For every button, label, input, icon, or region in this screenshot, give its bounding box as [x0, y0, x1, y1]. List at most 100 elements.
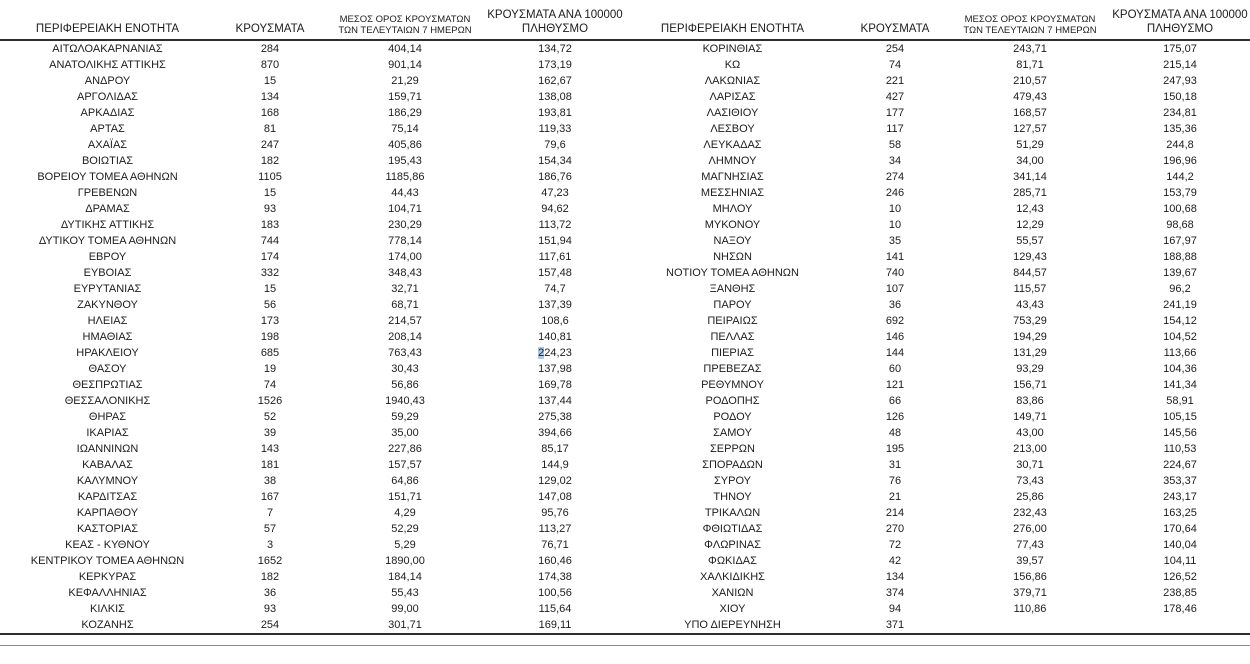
table-row: ΧΑΝΙΩΝ 374 379,71 238,85: [625, 585, 1250, 601]
per100k-value: 175,07: [1163, 43, 1197, 56]
cases-value: 167: [260, 491, 280, 504]
region-name: ΑΡΤΑΣ: [90, 123, 125, 136]
per100k-value: 79,6: [544, 139, 566, 152]
table-row: ΛΕΣΒΟΥ 117 127,57 135,36: [625, 121, 1250, 137]
per100k-value: 247,93: [1163, 75, 1197, 88]
per100k-value: [1110, 617, 1250, 633]
regional-cases-table-right: ΠΕΡΙΦΕΡΕΙΑΚΗ ΕΝΟΤΗΤΑ ΚΡΟΥΣΜΑΤΑ ΜΕΣΟΣ ΟΡΟ…: [625, 9, 1250, 633]
cases-value: 57: [263, 523, 277, 536]
per100k-value: 134,72: [538, 43, 572, 56]
cases-value: 10: [888, 203, 902, 216]
region-name: ΝΗΣΩΝ: [713, 251, 752, 264]
cases-value: 81: [263, 123, 277, 136]
per100k-value: 95,76: [541, 507, 569, 520]
region-name: ΤΡΙΚΑΛΩΝ: [704, 507, 761, 520]
table-row: ΜΗΛΟΥ 10 12,43 100,68: [625, 201, 1250, 217]
avg7-value: 149,71: [1013, 411, 1047, 424]
table-row: ΛΑΚΩΝΙΑΣ 221 210,57 247,93: [625, 73, 1250, 89]
cases-value: 254: [885, 43, 905, 56]
table-row: ΝΟΤΙΟΥ ΤΟΜΕΑ ΑΘΗΝΩΝ 740 844,57 139,67: [625, 265, 1250, 281]
table-row: ΔΡΑΜΑΣ 93 104,71 94,62: [0, 201, 625, 217]
region-name: ΣΑΜΟΥ: [713, 427, 752, 440]
region-name: ΞΑΝΘΗΣ: [709, 283, 756, 296]
cases-value: 177: [885, 107, 905, 120]
region-name: ΠΑΡΟΥ: [713, 299, 752, 312]
cases-value: 48: [888, 427, 902, 440]
avg7-value: 12,43: [1016, 203, 1044, 216]
per100k-value: 193,81: [538, 107, 572, 120]
avg7-value: 151,71: [388, 491, 422, 504]
table-row: ΠΑΡΟΥ 36 43,43 241,19: [625, 297, 1250, 313]
per100k-value: 150,18: [1163, 91, 1197, 104]
region-name: ΚΙΛΚΙΣ: [90, 603, 125, 616]
cases-value: 93: [263, 603, 277, 616]
avg7-value: 210,57: [1013, 75, 1047, 88]
avg7-value: 77,43: [1016, 539, 1044, 552]
avg7-value: 232,43: [1013, 507, 1047, 520]
avg7-value: 194,29: [1013, 331, 1047, 344]
cases-value: 74: [888, 59, 902, 72]
cases-value: 183: [260, 219, 280, 232]
per100k-value: 126,52: [1163, 571, 1197, 584]
cases-value: 74: [263, 379, 277, 392]
per100k-value: 115,64: [538, 603, 572, 616]
region-name: ΚΑΒΑΛΑΣ: [82, 459, 133, 472]
avg7-value: 35,00: [391, 427, 419, 440]
table-row: ΑΧΑΪΑΣ 247 405,86 79,6: [0, 137, 625, 153]
cases-value: 117: [886, 123, 904, 136]
table-row: ΗΡΑΚΛΕΙΟΥ 685 763,43 224,23: [0, 345, 625, 361]
avg7-value: 379,71: [1013, 587, 1047, 600]
table-row: ΛΕΥΚΑΔΑΣ 58 51,29 244,8: [625, 137, 1250, 153]
cases-value: 247: [260, 139, 280, 152]
cases-value: 121: [885, 379, 905, 392]
column-header-per100k-line1: ΚΡΟΥΣΜΑΤΑ ΑΝΑ 100000: [1112, 9, 1248, 21]
table-row: ΑΙΤΩΛΟΑΚΑΡΝΑΝΙΑΣ 284 404,14 134,72: [0, 40, 625, 57]
per100k-value: 113,27: [538, 523, 572, 536]
per100k-value: 113,66: [1163, 347, 1197, 360]
avg7-value: 55,57: [1016, 235, 1044, 248]
cases-value: 36: [263, 587, 277, 600]
column-header-avg7-line1: ΜΕΣΟΣ ΟΡΟΣ ΚΡΟΥΣΜΑΤΩΝ: [339, 13, 471, 25]
column-header-per100k: ΚΡΟΥΣΜΑΤΑ ΑΝΑ 100000 ΠΛΗΘΥΣΜΟ: [485, 9, 625, 40]
regional-cases-tables: ΠΕΡΙΦΕΡΕΙΑΚΗ ΕΝΟΤΗΤΑ ΚΡΟΥΣΜΑΤΑ ΜΕΣΟΣ ΟΡΟ…: [0, 9, 1250, 633]
region-name: ΗΜΑΘΙΑΣ: [82, 331, 133, 344]
per100k-value: 137,39: [538, 299, 572, 312]
cases-value: 60: [888, 363, 902, 376]
per100k-value: 173,19: [538, 59, 572, 72]
table-row: ΑΝΔΡΟΥ 15 21,29 162,67: [0, 73, 625, 89]
per100k-value: 234,81: [1163, 107, 1197, 120]
region-name: ΑΡΓΟΛΙΔΑΣ: [77, 91, 138, 104]
table-row: ΛΑΣΙΘΙΟΥ 177 168,57 234,81: [625, 105, 1250, 121]
region-name: ΚΑΛΥΜΝΟΥ: [76, 475, 139, 488]
column-header-avg7: ΜΕΣΟΣ ΟΡΟΣ ΚΡΟΥΣΜΑΤΩΝ ΤΩΝ ΤΕΛΕΥΤΑΙΩΝ 7 Η…: [325, 9, 485, 40]
per100k-value: 169,78: [538, 379, 572, 392]
cases-value: 144: [885, 347, 905, 360]
region-name: ΧΙΟΥ: [719, 603, 746, 616]
avg7-value: 51,29: [1016, 139, 1044, 152]
region-name: ΛΑΡΙΣΑΣ: [709, 91, 756, 104]
region-name: ΚΑΡΠΑΘΟΥ: [76, 507, 139, 520]
region-name: ΕΒΡΟΥ: [88, 251, 127, 264]
cases-value: 246: [885, 187, 905, 200]
column-header-cases-label: ΚΡΟΥΣΜΑΤΑ: [235, 22, 305, 35]
avg7-value: 93,29: [1016, 363, 1044, 376]
per100k-value: 353,37: [1163, 475, 1197, 488]
table-row: ΚΑΒΑΛΑΣ 181 157,57 144,9: [0, 457, 625, 473]
per100k-value: 196,96: [1163, 155, 1197, 168]
avg7-value: 168,57: [1013, 107, 1047, 120]
per100k-value: 47,23: [541, 187, 569, 200]
region-name: ΚΑΣΤΟΡΙΑΣ: [76, 523, 139, 536]
per100k-value: 110,53: [1163, 443, 1197, 456]
footer-rule: [0, 645, 1250, 647]
table-row: ΡΟΔΟΥ 126 149,71 105,15: [625, 409, 1250, 425]
region-name: ΕΥΒΟΙΑΣ: [83, 267, 132, 280]
per100k-value: 162,67: [538, 75, 572, 88]
region-name: ΒΟΙΩΤΙΑΣ: [81, 155, 134, 168]
table-row: ΖΑΚΥΝΘΟΥ 56 68,71 137,39: [0, 297, 625, 313]
table-row: ΣΥΡΟΥ 76 73,43 353,37: [625, 473, 1250, 489]
per100k-value: 94,62: [541, 203, 569, 216]
region-name: ΠΕΙΡΑΙΩΣ: [707, 315, 758, 328]
cases-value: 36: [888, 299, 902, 312]
column-header-region-label: ΠΕΡΙΦΕΡΕΙΑΚΗ ΕΝΟΤΗΤΑ: [35, 22, 180, 35]
table-row: ΝΑΞΟΥ 35 55,57 167,97: [625, 233, 1250, 249]
